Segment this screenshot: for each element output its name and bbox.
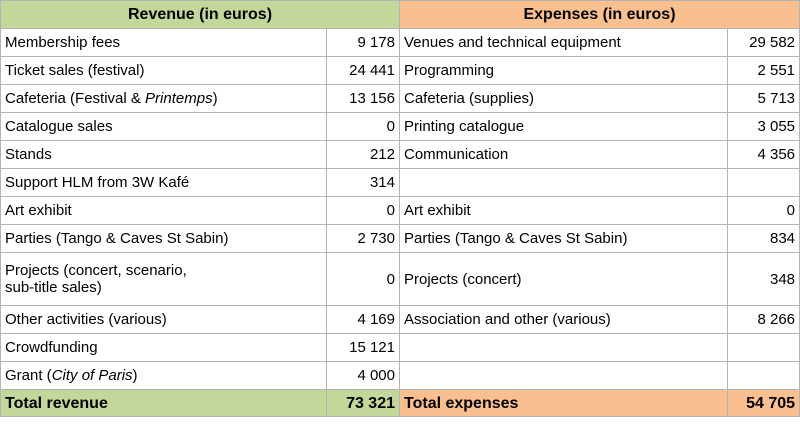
expense-label: Association and other (various): [399, 305, 728, 334]
expense-label: Venues and technical equipment: [399, 28, 728, 57]
revenue-label: Support HLM from 3W Kafé: [0, 168, 327, 197]
revenue-label-line1: Projects (concert, scenario,: [5, 262, 187, 279]
revenue-label: Parties (Tango & Caves St Sabin): [0, 224, 327, 253]
total-revenue-label: Total revenue: [0, 389, 327, 417]
revenue-value: 314: [326, 168, 400, 197]
expense-label: Art exhibit: [399, 196, 728, 225]
expense-value: 5 713: [726, 84, 800, 113]
expense-label: Programming: [399, 56, 728, 85]
expense-label: Communication: [399, 140, 728, 169]
revenue-label: Other activities (various): [0, 305, 327, 334]
expense-label: Printing catalogue: [399, 112, 728, 141]
table-row: Projects (concert, scenario, sub-title sa…: [0, 252, 800, 306]
expense-label: [399, 168, 728, 197]
revenue-label: Stands: [0, 140, 327, 169]
budget-table: Revenue (in euros) Expenses (in euros) M…: [0, 0, 800, 417]
revenue-label: Art exhibit: [0, 196, 327, 225]
revenue-label: Ticket sales (festival): [0, 56, 327, 85]
expense-label: [399, 333, 728, 362]
table-header-row: Revenue (in euros) Expenses (in euros): [0, 0, 800, 29]
revenue-value: 0: [326, 196, 400, 225]
revenue-header: Revenue (in euros): [0, 0, 400, 29]
expense-value: 3 055: [726, 112, 800, 141]
revenue-label-suffix: ): [212, 90, 218, 107]
revenue-value: 13 156: [326, 84, 400, 113]
expense-value: 0: [726, 196, 800, 225]
revenue-label: Crowdfunding: [0, 333, 327, 362]
totals-row: Total revenue 73 321 Total expenses 54 7…: [0, 389, 800, 417]
table-row: Cafeteria (Festival & Printemps) 13 156 …: [0, 84, 800, 113]
revenue-label-italic: City of Paris: [51, 367, 133, 384]
expenses-header: Expenses (in euros): [398, 0, 800, 29]
revenue-label: Catalogue sales: [0, 112, 327, 141]
table-row: Other activities (various) 4 169 Associa…: [0, 305, 800, 334]
revenue-label: Membership fees: [0, 28, 327, 57]
revenue-value: 212: [326, 140, 400, 169]
expense-label: Cafeteria (supplies): [399, 84, 728, 113]
expense-label: Parties (Tango & Caves St Sabin): [399, 224, 728, 253]
expense-value: 29 582: [726, 28, 800, 57]
revenue-label-prefix: Grant (: [5, 367, 52, 384]
table-row: Ticket sales (festival) 24 441 Programmi…: [0, 56, 800, 85]
expense-value: 8 266: [726, 305, 800, 334]
table-row: Support HLM from 3W Kafé 314: [0, 168, 800, 197]
expense-value: 2 551: [726, 56, 800, 85]
table-row: Stands 212 Communication 4 356: [0, 140, 800, 169]
table-row: Parties (Tango & Caves St Sabin) 2 730 P…: [0, 224, 800, 253]
revenue-value: 24 441: [326, 56, 400, 85]
table-row: Grant (City of Paris) 4 000: [0, 361, 800, 390]
revenue-value: 0: [326, 252, 400, 306]
revenue-value: 2 730: [326, 224, 400, 253]
revenue-value: 9 178: [326, 28, 400, 57]
table-row: Catalogue sales 0 Printing catalogue 3 0…: [0, 112, 800, 141]
table-row: Art exhibit 0 Art exhibit 0: [0, 196, 800, 225]
expense-value: 348: [726, 252, 800, 306]
total-expenses-value: 54 705: [726, 389, 800, 417]
expense-label: Projects (concert): [399, 252, 728, 306]
revenue-label: Grant (City of Paris): [0, 361, 327, 390]
expense-label: [399, 361, 728, 390]
revenue-value: 4 000: [326, 361, 400, 390]
revenue-label: Projects (concert, scenario, sub-title sa…: [0, 252, 327, 306]
total-expenses-label: Total expenses: [399, 389, 728, 417]
table-row: Crowdfunding 15 121: [0, 333, 800, 362]
expense-value: 4 356: [726, 140, 800, 169]
revenue-label-italic: Printemps: [145, 90, 213, 107]
expense-value: [726, 168, 800, 197]
expense-value: [726, 333, 800, 362]
revenue-label-line2: sub-title sales): [5, 279, 102, 296]
expense-value: 834: [726, 224, 800, 253]
expense-value: [726, 361, 800, 390]
revenue-value: 0: [326, 112, 400, 141]
revenue-label: Cafeteria (Festival & Printemps): [0, 84, 327, 113]
table-row: Membership fees 9 178 Venues and technic…: [0, 28, 800, 57]
revenue-value: 15 121: [326, 333, 400, 362]
revenue-label-suffix: ): [132, 367, 138, 384]
total-revenue-value: 73 321: [326, 389, 400, 417]
revenue-label-prefix: Cafeteria (Festival &: [5, 90, 146, 107]
revenue-value: 4 169: [326, 305, 400, 334]
